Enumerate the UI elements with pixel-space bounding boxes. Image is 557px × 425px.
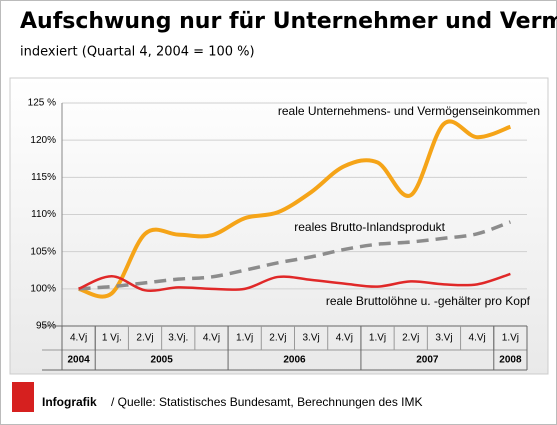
y-tick-label: 105% bbox=[30, 246, 56, 257]
year-label: 2008 bbox=[499, 355, 522, 366]
chart-panel bbox=[9, 77, 549, 375]
x-tick-label: 3.Vj bbox=[435, 333, 452, 344]
series-line bbox=[78, 220, 511, 291]
source: / Quelle: Statistisches Bundesamt, Berec… bbox=[111, 395, 423, 409]
y-tick-label: 125 % bbox=[28, 98, 56, 109]
year-label: 2004 bbox=[67, 355, 90, 366]
series-label: reales Brutto-Inlandsprodukt bbox=[294, 220, 445, 234]
x-tick-label: 2.Vj bbox=[136, 333, 153, 344]
series-line bbox=[78, 272, 511, 292]
chart-subtitle: indexiert (Quartal 4, 2004 = 100 %) bbox=[20, 45, 255, 60]
x-tick-label: 4.Vj bbox=[336, 333, 353, 344]
x-tick-label: 1.Vj bbox=[369, 333, 386, 344]
footer-label: Infografik bbox=[42, 395, 97, 409]
year-label: 2006 bbox=[283, 355, 306, 366]
series-label: reale Bruttolöhne u. -gehälter pro Kopf bbox=[326, 294, 531, 308]
series-line bbox=[78, 119, 512, 299]
x-tick-label: 2.Vj bbox=[402, 333, 419, 344]
x-tick-label: 4.Vj bbox=[70, 333, 87, 344]
x-tick-label: 1.Vj bbox=[236, 333, 253, 344]
year-label: 2005 bbox=[151, 355, 174, 366]
series-label: reale Unternehmens- und Vermögenseinkomm… bbox=[278, 104, 540, 118]
y-tick-label: 100% bbox=[30, 283, 56, 294]
y-tick-label: 115% bbox=[31, 172, 56, 183]
chart-title: Aufschwung nur für Unternehmer und Vermö… bbox=[20, 9, 557, 34]
y-tick-label: 110% bbox=[31, 209, 56, 220]
year-label: 2007 bbox=[416, 355, 439, 366]
x-tick-label: 4.Vj bbox=[469, 333, 486, 344]
y-tick-label: 120% bbox=[30, 135, 56, 146]
x-tick-label: 4.Vj bbox=[203, 333, 220, 344]
x-tick-label: 1.Vj bbox=[502, 333, 519, 344]
x-tick-label: 2.Vj bbox=[269, 333, 286, 344]
x-tick-label: 1 Vj. bbox=[102, 333, 122, 344]
x-tick-label: 3.Vj. bbox=[168, 333, 188, 344]
x-tick-label: 3.Vj bbox=[302, 333, 319, 344]
logo bbox=[12, 382, 34, 412]
